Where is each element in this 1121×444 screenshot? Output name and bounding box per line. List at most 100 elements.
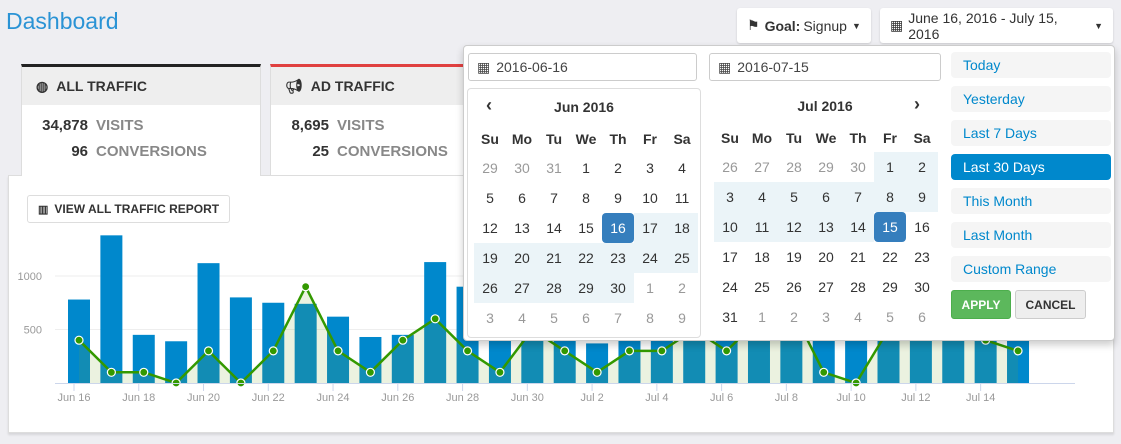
calendar-day[interactable]: 16 bbox=[914, 219, 930, 235]
calendar-day[interactable]: 12 bbox=[778, 212, 810, 242]
range-option-last-month[interactable]: Last Month bbox=[951, 222, 1111, 248]
calendar-day[interactable]: 12 bbox=[482, 220, 498, 236]
calendar-day[interactable]: 18 bbox=[666, 213, 698, 243]
calendar-day[interactable]: 4 bbox=[678, 160, 686, 176]
calendar-day[interactable]: 19 bbox=[474, 243, 506, 273]
calendar-day[interactable]: 29 bbox=[570, 273, 602, 303]
calendar-day[interactable]: 25 bbox=[666, 243, 698, 273]
calendar-day[interactable]: 6 bbox=[518, 190, 526, 206]
range-option-yesterday[interactable]: Yesterday bbox=[951, 86, 1111, 112]
calendar-day[interactable]: 22 bbox=[882, 249, 898, 265]
calendar-day[interactable]: 4 bbox=[854, 309, 862, 325]
calendar-day[interactable]: 21 bbox=[850, 249, 866, 265]
calendar-day[interactable]: 27 bbox=[818, 279, 834, 295]
apply-button[interactable]: APPLY bbox=[951, 290, 1011, 319]
calendar-day[interactable]: 3 bbox=[486, 310, 494, 326]
calendar-day[interactable]: 24 bbox=[634, 243, 666, 273]
calendar-day[interactable]: 7 bbox=[842, 182, 874, 212]
view-all-traffic-report-button[interactable]: ▥ VIEW ALL TRAFFIC REPORT bbox=[27, 195, 231, 223]
next-month-icon[interactable]: › bbox=[914, 94, 920, 114]
calendar-day[interactable]: 5 bbox=[550, 310, 558, 326]
calendar-day[interactable]: 29 bbox=[482, 160, 498, 176]
calendar-day[interactable]: 6 bbox=[810, 182, 842, 212]
calendar-day[interactable]: 30 bbox=[914, 279, 930, 295]
calendar-day[interactable]: 5 bbox=[886, 309, 894, 325]
calendar-day[interactable]: 25 bbox=[754, 279, 770, 295]
calendar-day[interactable]: 9 bbox=[614, 190, 622, 206]
calendar-day[interactable]: 14 bbox=[842, 212, 874, 242]
range-option-last-7-days[interactable]: Last 7 Days bbox=[951, 120, 1111, 146]
calendar-day[interactable]: 13 bbox=[810, 212, 842, 242]
calendar-day[interactable]: 22 bbox=[570, 243, 602, 273]
calendar-day[interactable]: 28 bbox=[786, 159, 802, 175]
calendar-day[interactable]: 9 bbox=[678, 310, 686, 326]
calendar-day[interactable]: 3 bbox=[822, 309, 830, 325]
calendar-day[interactable]: 19 bbox=[786, 249, 802, 265]
calendar-day[interactable]: 17 bbox=[634, 213, 666, 243]
calendar-day[interactable]: 27 bbox=[754, 159, 770, 175]
calendar-day[interactable]: 7 bbox=[614, 310, 622, 326]
calendar-day[interactable]: 23 bbox=[602, 243, 634, 273]
tab-all-traffic[interactable]: ◍ ALL TRAFFIC 34,878 VISITS 96 CONVERSIONS bbox=[21, 64, 261, 176]
calendar-day[interactable]: 10 bbox=[714, 212, 746, 242]
calendar-day[interactable]: 28 bbox=[538, 273, 570, 303]
calendar-day[interactable]: 30 bbox=[602, 273, 634, 303]
cancel-button[interactable]: CANCEL bbox=[1015, 290, 1086, 319]
range-option-custom-range[interactable]: Custom Range bbox=[951, 256, 1111, 282]
calendar-day[interactable]: 29 bbox=[818, 159, 834, 175]
calendar-day[interactable]: 3 bbox=[646, 160, 654, 176]
range-option-last-30-days[interactable]: Last 30 Days bbox=[951, 154, 1111, 180]
calendar-day[interactable]: 17 bbox=[722, 249, 738, 265]
calendar-day[interactable]: 23 bbox=[914, 249, 930, 265]
calendar-day[interactable]: 1 bbox=[758, 309, 766, 325]
calendar-day[interactable]: 4 bbox=[746, 182, 778, 212]
calendar-day[interactable]: 8 bbox=[874, 182, 906, 212]
calendar-day[interactable]: 1 bbox=[582, 160, 590, 176]
calendar-day[interactable]: 8 bbox=[582, 190, 590, 206]
calendar-day[interactable]: 10 bbox=[642, 190, 658, 206]
calendar-day[interactable]: 11 bbox=[674, 190, 690, 206]
calendar-day[interactable]: 26 bbox=[474, 273, 506, 303]
calendar-day[interactable]: 26 bbox=[786, 279, 802, 295]
calendar-day[interactable]: 8 bbox=[646, 310, 654, 326]
calendar-day[interactable]: 2 bbox=[678, 280, 686, 296]
calendar-day[interactable]: 29 bbox=[882, 279, 898, 295]
end-date-input[interactable]: ▦ 2016-07-15 bbox=[709, 53, 941, 81]
calendar-day[interactable]: 13 bbox=[514, 220, 530, 236]
prev-month-icon[interactable]: ‹ bbox=[486, 95, 492, 115]
calendar-day[interactable]: 11 bbox=[746, 212, 778, 242]
calendar-day[interactable]: 30 bbox=[514, 160, 530, 176]
calendar-day[interactable]: 24 bbox=[722, 279, 738, 295]
calendar-day[interactable]: 4 bbox=[518, 310, 526, 326]
calendar-day[interactable]: 7 bbox=[550, 190, 558, 206]
calendar-day[interactable]: 26 bbox=[722, 159, 738, 175]
range-option-today[interactable]: Today bbox=[951, 52, 1111, 78]
calendar-day[interactable]: 9 bbox=[906, 182, 938, 212]
calendar-day[interactable]: 2 bbox=[906, 152, 938, 182]
tab-ad-traffic[interactable]: 📢︎ AD TRAFFIC 8,695 VISITS 25 CONVERSIONS bbox=[270, 64, 470, 175]
calendar-day[interactable]: 28 bbox=[850, 279, 866, 295]
calendar-day[interactable]: 2 bbox=[790, 309, 798, 325]
calendar-day[interactable]: 20 bbox=[506, 243, 538, 273]
start-date-input[interactable]: ▦ 2016-06-16 bbox=[468, 53, 697, 81]
calendar-day[interactable]: 5 bbox=[486, 190, 494, 206]
calendar-day[interactable]: 31 bbox=[546, 160, 562, 176]
calendar-day[interactable]: 6 bbox=[582, 310, 590, 326]
calendar-day[interactable]: 31 bbox=[722, 309, 738, 325]
calendar-day[interactable]: 1 bbox=[874, 152, 906, 182]
calendar-day[interactable]: 15 bbox=[874, 212, 906, 242]
calendar-day[interactable]: 15 bbox=[578, 220, 594, 236]
calendar-day[interactable]: 5 bbox=[778, 182, 810, 212]
calendar-day[interactable]: 18 bbox=[754, 249, 770, 265]
calendar-day[interactable]: 6 bbox=[918, 309, 926, 325]
date-range-dropdown[interactable]: ▦ June 16, 2016 - July 15, 2016 ▼ bbox=[880, 8, 1113, 43]
calendar-day[interactable]: 3 bbox=[714, 182, 746, 212]
calendar-day[interactable]: 2 bbox=[614, 160, 622, 176]
calendar-day[interactable]: 27 bbox=[506, 273, 538, 303]
calendar-day[interactable]: 21 bbox=[538, 243, 570, 273]
calendar-day[interactable]: 30 bbox=[850, 159, 866, 175]
goal-dropdown[interactable]: ⚑ Goal: Signup ▼ bbox=[737, 8, 871, 43]
calendar-day[interactable]: 20 bbox=[818, 249, 834, 265]
calendar-day[interactable]: 1 bbox=[646, 280, 654, 296]
calendar-day[interactable]: 14 bbox=[546, 220, 562, 236]
